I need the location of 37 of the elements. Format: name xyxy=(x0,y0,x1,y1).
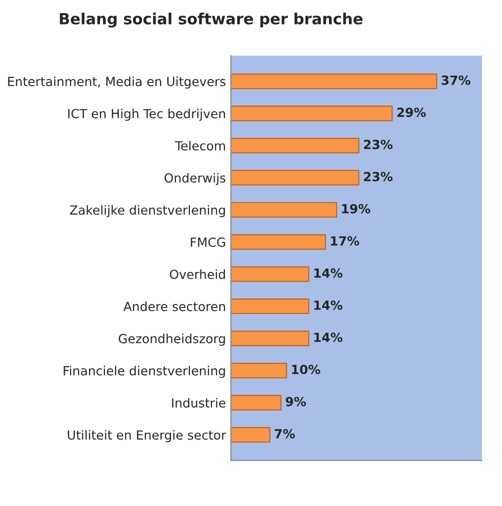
bar xyxy=(230,74,438,90)
data-label: 7% xyxy=(274,429,295,438)
data-label: 9% xyxy=(286,396,306,406)
data-label: 23% xyxy=(364,172,392,182)
y-tick-label: Overheid xyxy=(170,269,225,280)
y-tick-label: Telecom xyxy=(174,140,225,150)
bar xyxy=(230,362,288,378)
y-tick-label: Zakelijke dienstverlening xyxy=(70,205,225,218)
bar xyxy=(230,106,393,122)
bar xyxy=(230,298,310,314)
data-label: 29% xyxy=(397,108,426,118)
data-label: 10% xyxy=(292,364,320,374)
y-tick-label: Industrie xyxy=(172,398,226,408)
y-tick-label: Entertainment, Media en Uitgevers xyxy=(8,76,226,89)
bar xyxy=(230,202,338,218)
data-label: 37% xyxy=(442,75,470,85)
data-label: 17% xyxy=(331,236,360,246)
bar xyxy=(230,394,282,410)
y-tick-label: Onderwijs xyxy=(164,172,226,186)
data-label: 23% xyxy=(364,140,392,150)
y-tick-label: Financiele dienstverlening xyxy=(64,366,225,378)
data-label: 14% xyxy=(314,300,342,310)
bar xyxy=(230,427,270,443)
bar xyxy=(230,234,326,250)
bar xyxy=(230,170,360,186)
bar xyxy=(230,138,360,154)
y-tick-label: Andere sectoren xyxy=(123,302,225,312)
y-tick-label: FMCG xyxy=(190,237,226,247)
data-label: 14% xyxy=(314,332,342,342)
bar xyxy=(230,330,310,346)
chart-title: Belang social software per branche xyxy=(60,12,362,28)
data-label: 14% xyxy=(314,268,342,278)
y-tick-label: Gezondheidszorg xyxy=(118,334,225,346)
y-tick-label: Utiliteit en Energie sector xyxy=(68,430,226,442)
bar xyxy=(230,266,310,282)
y-tick-label: ICT en High Tec bedrijven xyxy=(68,108,225,121)
data-label: 19% xyxy=(342,204,370,214)
